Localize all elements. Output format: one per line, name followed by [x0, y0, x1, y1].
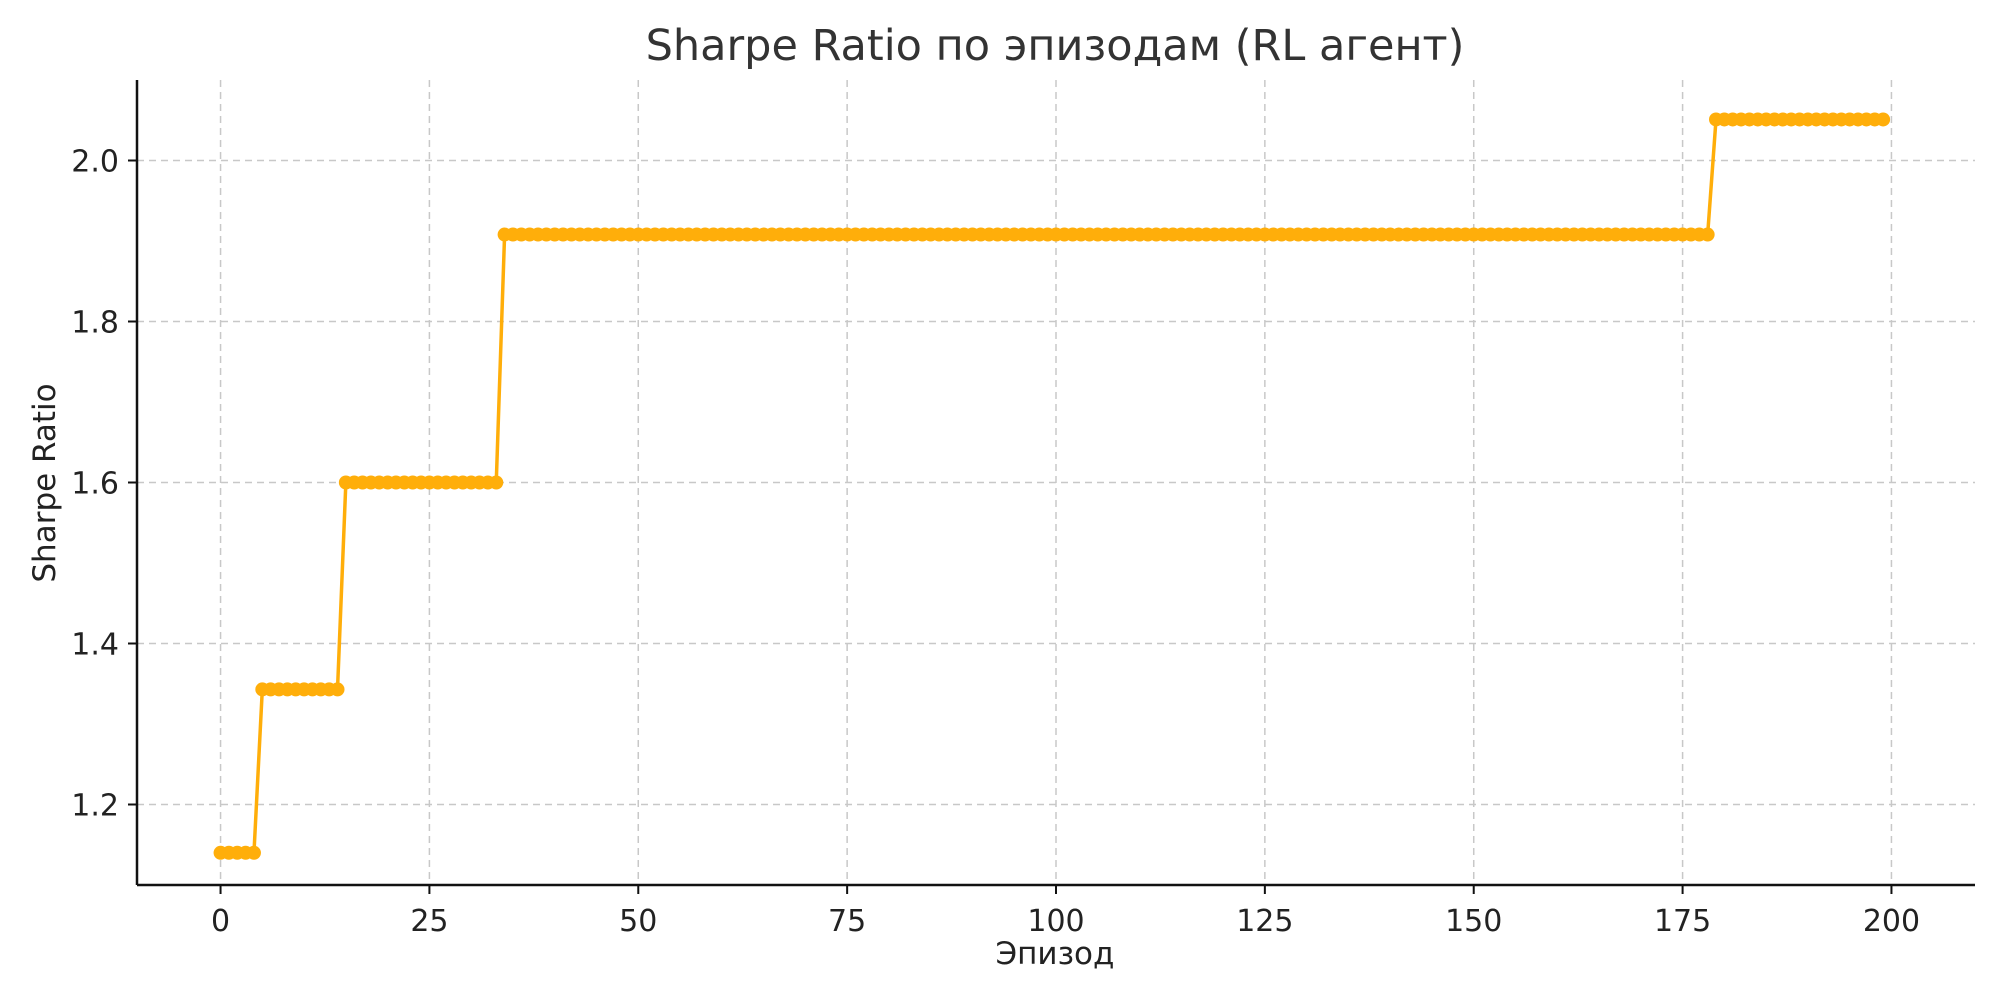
data-point [1700, 227, 1715, 242]
y-tick-label: 2.0 [71, 145, 119, 180]
x-tick-label: 150 [1445, 904, 1502, 939]
x-tick-label: 50 [619, 904, 657, 939]
data-point [489, 475, 504, 490]
x-tick-label: 75 [828, 904, 866, 939]
x-tick-label: 25 [410, 904, 448, 939]
series-sharpe-ratio [213, 112, 1891, 860]
y-tick-label: 1.8 [71, 306, 119, 341]
x-tick-label: 200 [1863, 904, 1920, 939]
chart-title: Sharpe Ratio по эпизодам (RL агент) [646, 21, 1465, 71]
data-point [330, 682, 345, 697]
x-tick-label: 175 [1654, 904, 1711, 939]
data-point [246, 845, 261, 860]
y-ticks: 1.2 1.4 1.6 1.8 2.0 [71, 145, 137, 824]
y-tick-label: 1.2 [71, 789, 119, 824]
x-tick-label: 125 [1236, 904, 1293, 939]
x-ticks: 0 25 50 75 100 125 150 175 200 [211, 885, 1920, 939]
data-point [1876, 112, 1891, 127]
x-tick-label: 0 [211, 904, 230, 939]
x-axis-label: Эпизод [996, 936, 1115, 972]
y-axis-label: Sharpe Ratio [27, 383, 63, 582]
y-tick-label: 1.4 [71, 628, 119, 663]
x-tick-label: 100 [1027, 904, 1084, 939]
y-tick-label: 1.6 [71, 467, 119, 502]
